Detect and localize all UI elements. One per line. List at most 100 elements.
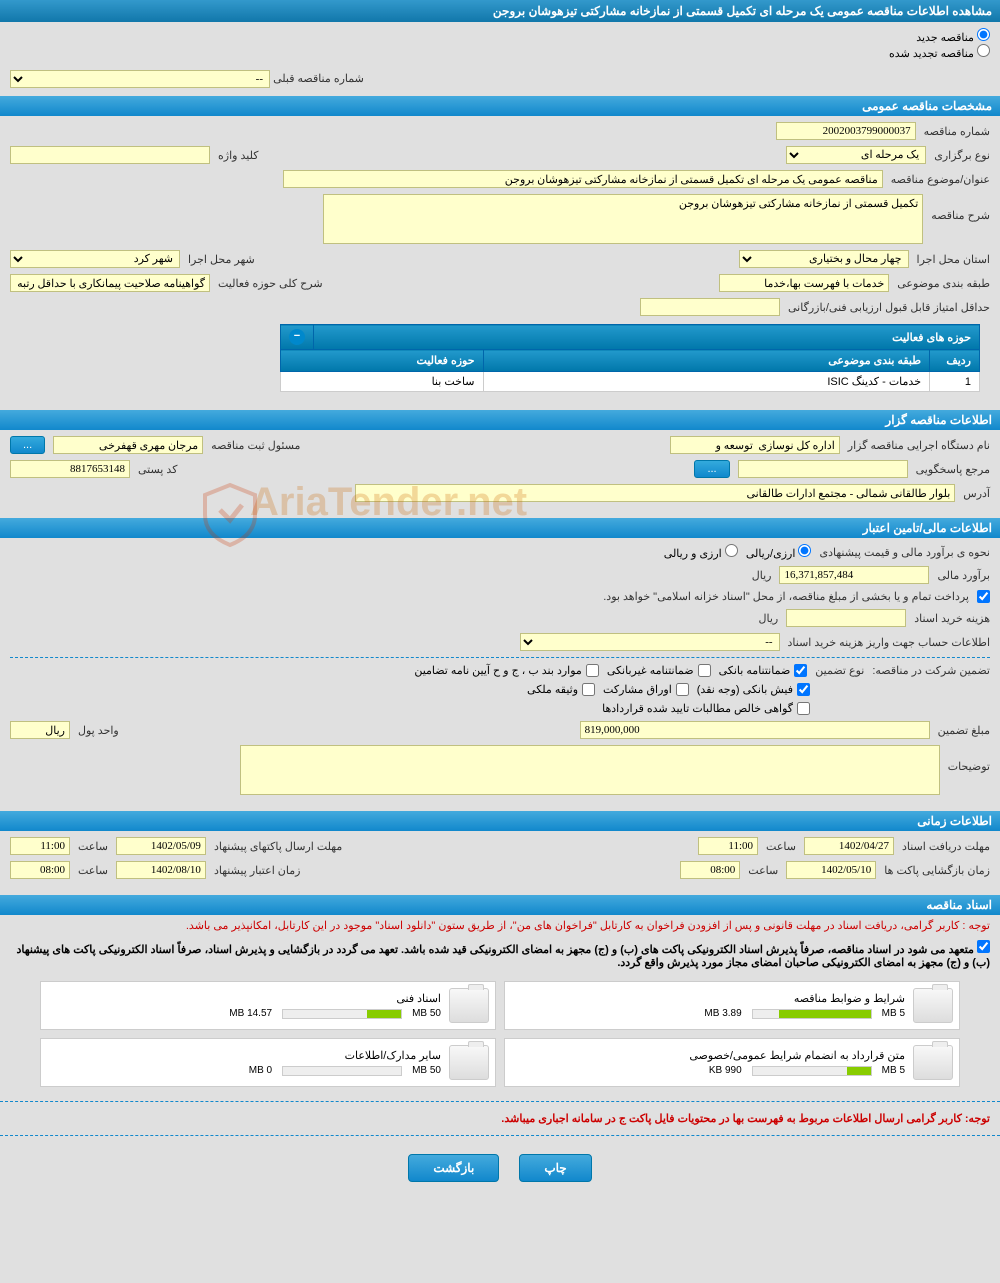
cb-contract-cert[interactable] <box>797 702 810 715</box>
doc-card[interactable]: متن قرارداد به انضمام شرایط عمومی/خصوصی 5… <box>504 1038 960 1087</box>
progress-bar <box>752 1009 872 1019</box>
radio-renewed-tender[interactable]: مناقصه تجدید شده <box>889 48 990 60</box>
doc-note-1: توجه : کاربر گرامی، دریافت اسناد در مهلت… <box>0 915 1000 936</box>
divider <box>0 1135 1000 1136</box>
open-time[interactable] <box>680 861 740 879</box>
doc-cost-input[interactable] <box>786 609 906 627</box>
col-row: ردیف <box>930 350 980 372</box>
packet-send-time[interactable] <box>10 837 70 855</box>
notes-label: توضیحات <box>948 745 990 773</box>
doc-card[interactable]: اسناد فنی50 MB14.57 MB <box>40 981 496 1030</box>
registrar-more-button[interactable]: ... <box>10 436 45 454</box>
description-label: شرح مناقصه <box>931 194 990 222</box>
doc-used: 14.57 MB <box>229 1008 272 1019</box>
doc-total: 5 MB <box>882 1065 905 1076</box>
validity-label: زمان اعتبار پیشنهاد <box>214 864 301 877</box>
responder-more-button[interactable]: ... <box>694 460 729 478</box>
validity-time[interactable] <box>10 861 70 879</box>
activity-table: حوزه های فعالیت − ردیف طبقه بندی موضوعی … <box>280 324 980 392</box>
postal-input[interactable] <box>10 460 130 478</box>
prev-number-label: شماره مناقصه قبلی <box>273 73 364 85</box>
divider <box>0 1101 1000 1102</box>
city-select[interactable]: شهر کرد <box>10 250 180 268</box>
keyword-input[interactable] <box>10 146 210 164</box>
executive-label: نام دستگاه اجرایی مناقصه گزار <box>848 439 990 452</box>
estimate-label: برآورد مالی <box>937 569 990 582</box>
rial-unit-2: ریال <box>758 612 778 625</box>
estimate-input[interactable] <box>779 566 929 584</box>
cb-addendum[interactable] <box>586 664 599 677</box>
activity-scope-label: شرح کلی حوزه فعالیت <box>218 277 323 290</box>
activity-scope-input[interactable] <box>10 274 210 292</box>
holding-type-label: نوع برگزاری <box>934 149 990 162</box>
progress-bar <box>282 1009 402 1019</box>
guarantee-intro: تضمین شرکت در مناقصه: <box>872 664 990 677</box>
doc-title: سایر مدارک/اطلاعات <box>47 1049 441 1062</box>
packet-send-date[interactable] <box>116 837 206 855</box>
validity-date[interactable] <box>116 861 206 879</box>
responder-input[interactable] <box>738 460 908 478</box>
cb-securities[interactable] <box>676 683 689 696</box>
prev-number-select[interactable]: -- <box>10 70 270 88</box>
subject-label: عنوان/موضوع مناقصه <box>891 173 990 186</box>
min-score-label: حداقل امتیاز قابل قبول ارزیابی فنی/بازرگ… <box>788 301 990 314</box>
category-input[interactable] <box>719 274 889 292</box>
open-date[interactable] <box>786 861 876 879</box>
payment-note-checkbox[interactable] <box>977 590 990 603</box>
collapse-icon[interactable]: − <box>289 329 305 345</box>
packet-send-label: مهلت ارسال پاکتهای پیشنهاد <box>214 840 342 853</box>
doc-deadline-date[interactable] <box>804 837 894 855</box>
folder-icon <box>449 1045 489 1080</box>
doc-total: 5 MB <box>882 1008 905 1019</box>
doc-note-2: متعهد می شود در اسناد مناقصه، صرفاً پذیر… <box>17 944 990 969</box>
province-select[interactable]: چهار محال و بختیاری <box>739 250 909 268</box>
activity-table-header: حوزه های فعالیت <box>314 325 980 350</box>
account-label: اطلاعات حساب جهت واریز هزینه خرید اسناد <box>788 636 990 649</box>
doc-deadline-label: مهلت دریافت اسناد <box>902 840 990 853</box>
doc-used: 0 MB <box>249 1065 272 1076</box>
progress-bar <box>752 1066 872 1076</box>
postal-label: کد پستی <box>138 463 177 476</box>
section-general-specs: مشخصات مناقصه عمومی <box>0 96 1000 116</box>
payment-note: پرداخت تمام و یا بخشی از مبلغ مناقصه، از… <box>603 590 969 603</box>
radio-currency-rial[interactable]: ارزی/ریالی <box>746 544 812 560</box>
address-label: آدرس <box>963 487 990 500</box>
holding-type-select[interactable]: یک مرحله ای <box>786 146 926 164</box>
col-scope: حوزه فعالیت <box>281 350 484 372</box>
registrar-input[interactable] <box>53 436 203 454</box>
min-score-input[interactable] <box>640 298 780 316</box>
doc-card[interactable]: سایر مدارک/اطلاعات50 MB0 MB <box>40 1038 496 1087</box>
folder-icon <box>449 988 489 1023</box>
tender-number-input[interactable] <box>776 122 916 140</box>
divider <box>10 657 990 658</box>
cb-nonbank-guarantee[interactable] <box>698 664 711 677</box>
account-select[interactable]: -- <box>520 633 780 651</box>
guarantee-amount-input[interactable] <box>580 721 930 739</box>
doc-note-3: توجه: کاربر گرامی ارسال اطلاعات مربوط به… <box>0 1108 1000 1129</box>
subject-input[interactable] <box>283 170 883 188</box>
radio-new-tender[interactable]: مناقصه جدید <box>916 32 990 44</box>
guarantee-type-label: نوع تضمین <box>815 664 864 677</box>
cb-property[interactable] <box>582 683 595 696</box>
address-input[interactable] <box>355 484 955 502</box>
doc-title: شرایط و ضوابط مناقصه <box>511 992 905 1005</box>
notes-textarea[interactable] <box>240 745 940 795</box>
executive-input[interactable] <box>670 436 840 454</box>
section-time: اطلاعات زمانی <box>0 811 1000 831</box>
commitment-checkbox[interactable] <box>977 940 990 953</box>
estimate-method-label: نحوه ی برآورد مالی و قیمت پیشنهادی <box>819 546 990 559</box>
doc-cost-label: هزینه خرید اسناد <box>914 612 990 625</box>
radio-currency-both[interactable]: ارزی و ریالی <box>664 544 738 560</box>
doc-deadline-time[interactable] <box>698 837 758 855</box>
description-textarea[interactable]: تکمیل قسمتی از نمازخانه مشارکتی تیزهوشان… <box>323 194 923 244</box>
cb-bank-guarantee[interactable] <box>794 664 807 677</box>
folder-icon <box>913 988 953 1023</box>
currency-unit-input[interactable] <box>10 721 70 739</box>
open-label: زمان بازگشایی پاکت ها <box>884 864 990 877</box>
print-button[interactable]: چاپ <box>519 1154 591 1182</box>
back-button[interactable]: بازگشت <box>408 1154 499 1182</box>
doc-title: متن قرارداد به انضمام شرایط عمومی/خصوصی <box>511 1049 905 1062</box>
doc-card[interactable]: شرایط و ضوابط مناقصه5 MB3.89 MB <box>504 981 960 1030</box>
category-label: طبقه بندی موضوعی <box>897 277 990 290</box>
cb-bank-receipt[interactable] <box>797 683 810 696</box>
